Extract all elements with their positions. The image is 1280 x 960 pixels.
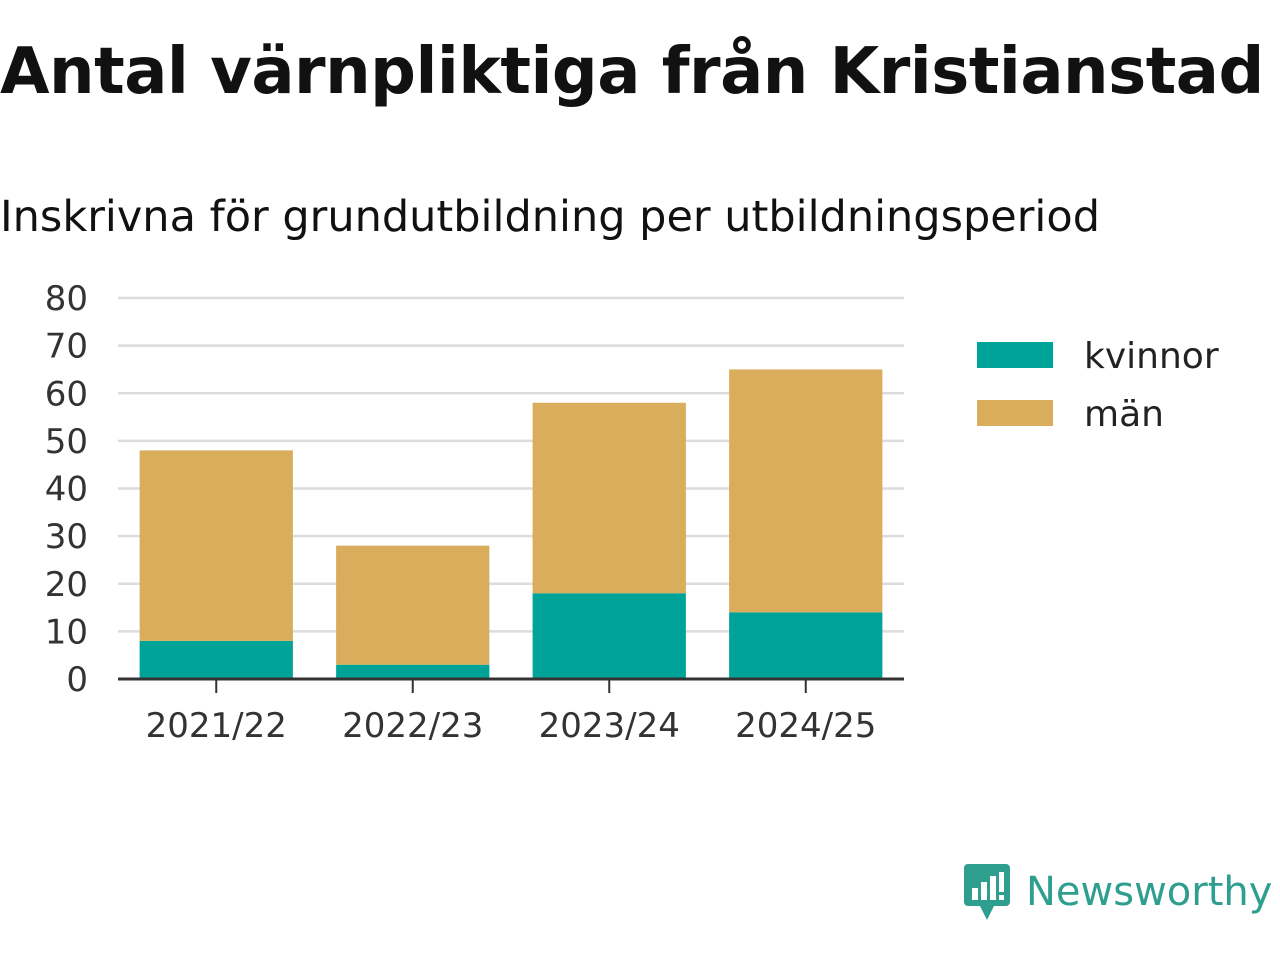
chart-title: Antal värnpliktiga från Kristianstad [0,35,1264,109]
legend-swatch-män [977,400,1053,426]
x-tick-label: 2021/22 [146,706,287,746]
x-tick-label: 2022/23 [342,706,483,746]
bar-segment-kvinnor [729,612,883,679]
bar-segment-män [139,450,293,641]
legend-swatch-kvinnor [977,342,1053,368]
y-tick-label: 70 [45,327,88,367]
bar-segment-män [336,545,490,665]
y-tick-label: 50 [45,422,88,462]
bar-segment-kvinnor [532,593,686,679]
brand-name: Newsworthy [1026,869,1273,915]
legend: kvinnor män [977,336,1219,435]
y-tick-label: 10 [45,612,88,652]
y-tick-label: 20 [45,565,88,605]
bar-segment-män [729,369,883,613]
bar-segment-kvinnor [336,664,490,679]
y-tick-label: 30 [45,517,88,557]
x-tick-label: 2023/24 [539,706,680,746]
axes: 0 10 20 30 40 50 60 70 80 2021/22 2022/23 2023/24 20… [45,279,904,746]
y-tick-label: 0 [66,660,88,700]
stacked-bar-chart: 0 10 20 30 40 50 60 70 80 2021/22 2022/23 2023/24 20… [45,279,1219,746]
legend-label-män: män [1084,394,1164,435]
bars [139,369,883,679]
legend-label-kvinnor: kvinnor [1084,336,1219,377]
newsworthy-logo-icon [964,864,1010,920]
bar-segment-kvinnor [139,640,293,679]
y-tick-label: 60 [45,374,88,414]
x-tick-label: 2024/25 [735,706,876,746]
brand-logo: Newsworthy [962,862,1272,922]
y-tick-label: 80 [45,279,88,319]
chart-subtitle: Inskrivna för grundutbildning per utbild… [0,192,1100,242]
bar-segment-män [532,402,686,594]
y-tick-label: 40 [45,470,88,510]
